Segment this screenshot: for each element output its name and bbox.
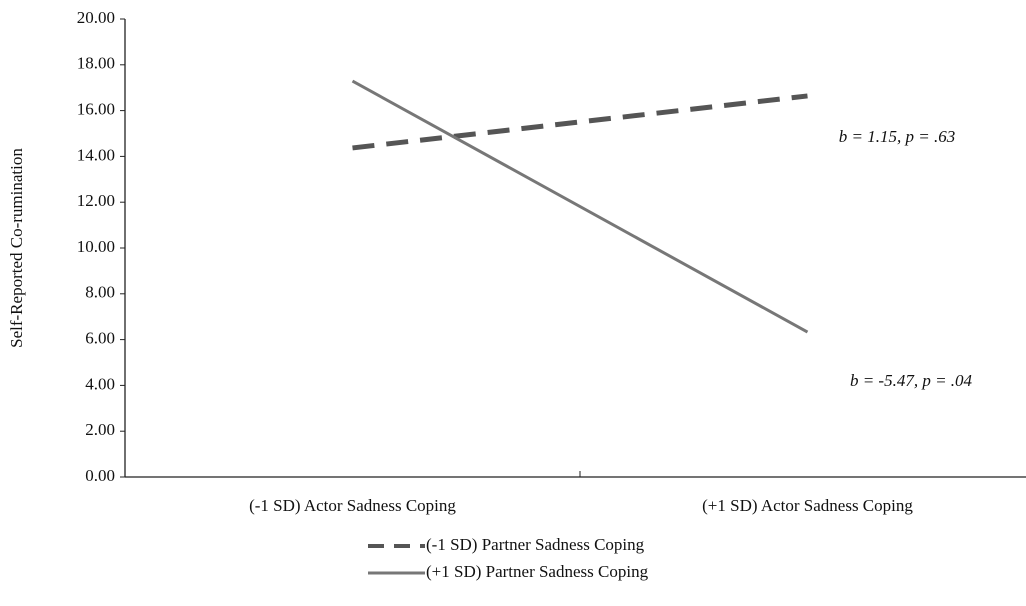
y-tick-label: 12.00 [77, 191, 115, 210]
annotation: b = -5.47, p = .04 [850, 371, 973, 390]
y-tick-label: 10.00 [77, 237, 115, 256]
y-tick-label: 16.00 [77, 100, 115, 119]
y-tick-label: 14.00 [77, 145, 115, 164]
series-line [352, 93, 808, 151]
series-line [351, 79, 809, 334]
annotation: b = 1.15, p = .63 [839, 127, 955, 146]
legend-label: (+1 SD) Partner Sadness Coping [426, 562, 649, 581]
y-axis-label: Self-Reported Co-rumination [7, 148, 26, 348]
x-tick-label: (+1 SD) Actor Sadness Coping [702, 496, 913, 515]
y-tick-label: 0.00 [85, 466, 115, 485]
x-tick-label: (-1 SD) Actor Sadness Coping [249, 496, 456, 515]
y-tick-label: 20.00 [77, 8, 115, 27]
legend-label: (-1 SD) Partner Sadness Coping [426, 535, 645, 554]
y-tick-label: 18.00 [77, 54, 115, 73]
y-tick-label: 6.00 [85, 329, 115, 348]
y-tick-label: 8.00 [85, 283, 115, 302]
y-tick-label: 4.00 [85, 374, 115, 393]
y-tick-label: 2.00 [85, 420, 115, 439]
